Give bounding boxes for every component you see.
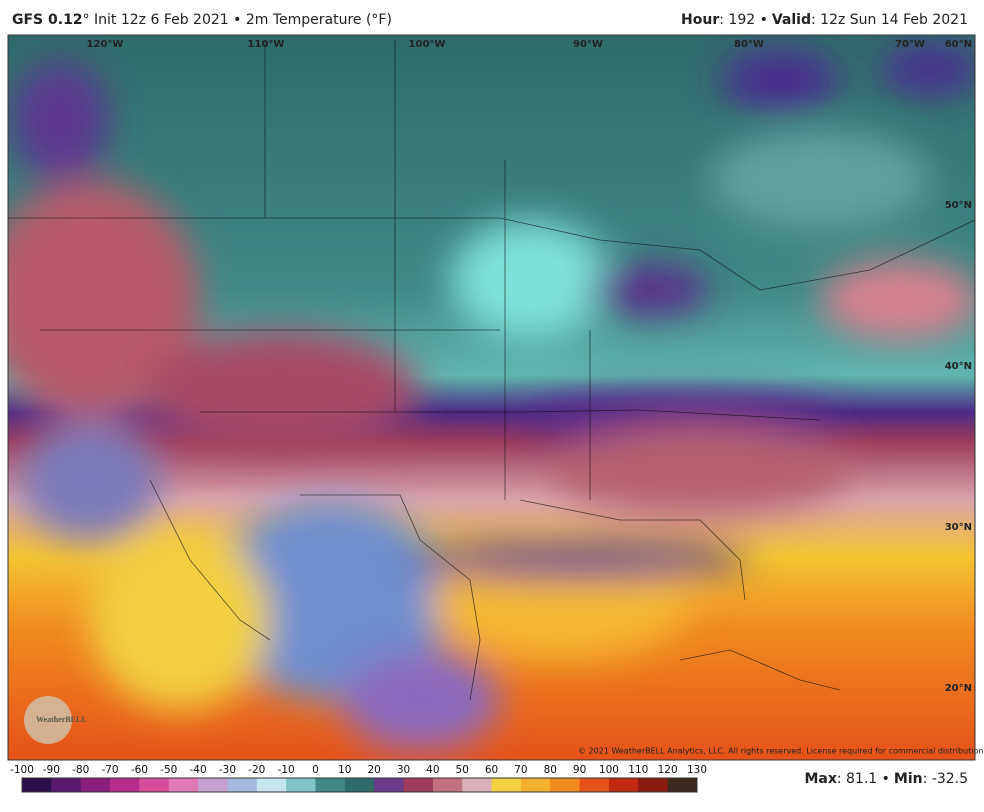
lon-label: 90°W bbox=[573, 39, 603, 50]
max-label: Max bbox=[804, 771, 836, 787]
colorbar-tick-label: -10 bbox=[278, 764, 295, 776]
logo-globe bbox=[24, 696, 72, 744]
colorbar-tick-label: -30 bbox=[219, 764, 236, 776]
colorbar-segment bbox=[168, 778, 199, 792]
colorbar-tick-label: 120 bbox=[658, 764, 678, 776]
colorbar-segment bbox=[491, 778, 522, 792]
colorbar-segment bbox=[227, 778, 258, 792]
colorbar-tick-label: -80 bbox=[72, 764, 89, 776]
colorbar-segment bbox=[256, 778, 287, 792]
colorbar-tick-label: 110 bbox=[628, 764, 648, 776]
colorbar-tick-label: -50 bbox=[160, 764, 177, 776]
colorbar-tick-label: 50 bbox=[456, 764, 469, 776]
colorbar-tick-label: -40 bbox=[190, 764, 207, 776]
model: GFS 0.12 bbox=[12, 12, 83, 28]
min-label: Min bbox=[894, 771, 923, 787]
colorbar-tick-label: -60 bbox=[131, 764, 148, 776]
colorbar-tick-label: 100 bbox=[599, 764, 619, 776]
map bbox=[8, 35, 975, 760]
colorbar-segment bbox=[22, 778, 52, 792]
colorbar-tick-label: 10 bbox=[338, 764, 351, 776]
colorbar-tick-label: 20 bbox=[367, 764, 380, 776]
colorbar-segment bbox=[344, 778, 375, 792]
header-valid: Hour: 192 • Valid: 12z Sun 14 Feb 2021 bbox=[681, 12, 968, 28]
colorbar-segment bbox=[550, 778, 581, 792]
colorbar-segment bbox=[638, 778, 669, 792]
max-value: : 81.1 • bbox=[837, 771, 890, 787]
lat-label: 30°N bbox=[945, 522, 972, 533]
valid-label: Valid bbox=[772, 12, 811, 28]
colorbar-segment bbox=[80, 778, 111, 792]
colorbar-tick-label: 0 bbox=[312, 764, 319, 776]
header-title: GFS 0.12° Init 12z 6 Feb 2021 • 2m Tempe… bbox=[12, 12, 392, 28]
colorbar-segment bbox=[608, 778, 639, 792]
lat-label: 60°N bbox=[945, 39, 972, 50]
valid-value: : 12z Sun 14 Feb 2021 bbox=[811, 12, 968, 28]
colorbar-segment bbox=[462, 778, 493, 792]
colorbar-tick-label: 80 bbox=[544, 764, 557, 776]
lon-label: 80°W bbox=[734, 39, 764, 50]
colorbar-tick-label: 30 bbox=[397, 764, 410, 776]
hour-value: : 192 • bbox=[719, 12, 768, 28]
hour-label: Hour bbox=[681, 12, 719, 28]
lat-label: 40°N bbox=[945, 361, 972, 372]
lon-label: 100°W bbox=[409, 39, 446, 50]
lat-label: 20°N bbox=[945, 683, 972, 694]
lat-label: 50°N bbox=[945, 200, 972, 211]
colorbar-segment bbox=[579, 778, 610, 792]
colorbar-segment bbox=[139, 778, 170, 792]
colorbar-border bbox=[21, 777, 698, 793]
lon-label: 120°W bbox=[87, 39, 124, 50]
colorbar-tick-label: 60 bbox=[485, 764, 498, 776]
lon-label: 110°W bbox=[248, 39, 285, 50]
colorbar-tick-label: -100 bbox=[10, 764, 34, 776]
colorbar-tick-label: 70 bbox=[514, 764, 527, 776]
footer-stats: Max: 81.1 • Min: -32.5 bbox=[804, 771, 968, 787]
colorbar-tick-label: -70 bbox=[101, 764, 118, 776]
title-rest: ° Init 12z 6 Feb 2021 • 2m Temperature (… bbox=[83, 12, 392, 28]
min-value: : -32.5 bbox=[923, 771, 968, 787]
colorbar-segment bbox=[520, 778, 551, 792]
colorbar-segment bbox=[667, 778, 698, 792]
colorbar-segment bbox=[286, 778, 316, 792]
colorbar-tick-label: 40 bbox=[426, 764, 439, 776]
colorbar-tick-label: -20 bbox=[248, 764, 265, 776]
colorbar-segment bbox=[315, 778, 346, 792]
colorbar: -100 -90 -80 -70 -60 -50 -40 -30 -20 -10 0 10 20 30 40… bbox=[10, 764, 707, 793]
colorbar-tick-label: 130 bbox=[687, 764, 707, 776]
lon-label: 70°W bbox=[895, 39, 925, 50]
colorbar-tick-label: 90 bbox=[573, 764, 586, 776]
logo: WeatherBELL bbox=[36, 715, 87, 724]
colorbar-segment bbox=[51, 778, 82, 792]
colorbar-segment bbox=[374, 778, 405, 792]
copyright: © 2021 WeatherBELL Analytics, LLC. All r… bbox=[578, 747, 984, 756]
colorbar-segment bbox=[198, 778, 228, 792]
colorbar-segment bbox=[403, 778, 434, 792]
colorbar-tick-label: -90 bbox=[43, 764, 60, 776]
colorbar-segment bbox=[110, 778, 140, 792]
colorbar-segment bbox=[432, 778, 463, 792]
map-border bbox=[7, 34, 976, 761]
